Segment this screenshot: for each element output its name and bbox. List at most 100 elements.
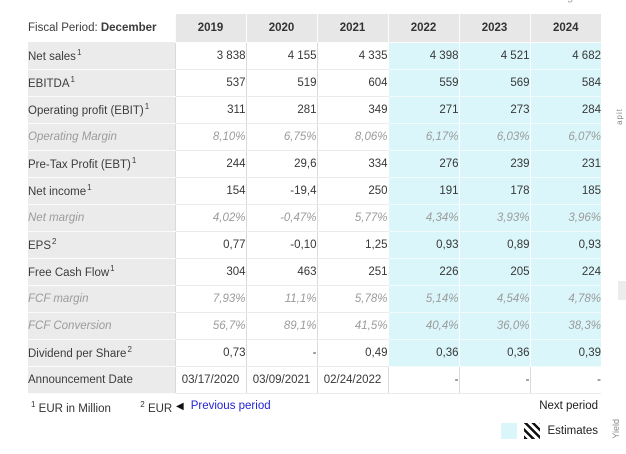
cell-2020: 03/09/2021 xyxy=(245,366,317,394)
cell-2020: -19,4 xyxy=(245,177,317,205)
cell-2021: 41,5% xyxy=(316,312,388,340)
year-column-header: 2024 xyxy=(529,14,601,43)
cell-2022: 559 xyxy=(387,69,459,97)
cell-2023: 205 xyxy=(458,258,530,286)
table-row: Dividend per Share2 0,73-0,49 0,36 0,36 0,39 xyxy=(28,339,601,367)
cell-2022: 271 xyxy=(387,96,459,124)
cell-2021: 1,25 xyxy=(316,231,388,259)
cell-2019: 7,93% xyxy=(174,285,246,313)
cell-2019: 03/17/2020 xyxy=(174,366,246,394)
cell-2021: 250 xyxy=(316,177,388,205)
financials-table: Fiscal Period: December 2019 2020 2021 2022… xyxy=(28,14,601,394)
cell-2019: 56,7% xyxy=(174,312,246,340)
footnote-ref: 1 xyxy=(144,102,150,112)
cell-2019: 311 xyxy=(174,96,246,124)
cell-2020: 29,6 xyxy=(245,150,317,178)
row-label: EBITDA1 xyxy=(28,69,175,97)
row-label: EPS2 xyxy=(28,231,175,259)
cell-2019: 0,77 xyxy=(174,231,246,259)
cell-2023: 0,36 xyxy=(458,339,530,367)
watermark-attribution: ©marketscreener.com S&P Global Market In… xyxy=(307,0,600,3)
row-label: Announcement Date xyxy=(28,366,175,394)
table-row: EBITDA1 537 519 604 559 569 584 xyxy=(28,69,601,97)
footnote-1-marker: 1 xyxy=(31,400,36,409)
cell-2024: 4 682 xyxy=(529,42,601,70)
cell-2024: 584 xyxy=(529,69,601,97)
cell-2023: 36,0% xyxy=(458,312,530,340)
cell-2019: 8,10% xyxy=(174,123,246,151)
cell-2023: - xyxy=(458,366,530,394)
cell-2020: -0,47% xyxy=(245,204,317,232)
cell-2022: 0,36 xyxy=(387,339,459,367)
cell-2024: 224 xyxy=(529,258,601,286)
table-row: Net income1 154 -19,4 250 191 178 185 xyxy=(28,177,601,205)
table-row: EPS2 0,77 -0,10 1,25 0,93 0,89 0,93 xyxy=(28,231,601,259)
cell-2021: 349 xyxy=(316,96,388,124)
cell-2022: 4 398 xyxy=(387,42,459,70)
cell-2020: - xyxy=(245,339,317,367)
fiscal-period-month: December xyxy=(100,22,157,34)
row-label: Net income1 xyxy=(28,177,175,205)
row-label: Free Cash Flow1 xyxy=(28,258,175,286)
cell-2021: 251 xyxy=(316,258,388,286)
cell-2020: 4 155 xyxy=(245,42,317,70)
table-row: Operating Margin 8,10% 6,75% 8,06% 6,17% 6,03… xyxy=(28,123,601,151)
cell-2024: 0,93 xyxy=(529,231,601,259)
cell-2023: 273 xyxy=(458,96,530,124)
cell-2022: 226 xyxy=(387,258,459,286)
cell-2019: 3 838 xyxy=(174,42,246,70)
cell-2019: 244 xyxy=(174,150,246,178)
row-label: Net margin xyxy=(28,204,175,232)
row-label: FCF margin xyxy=(28,285,175,313)
cell-2024: 3,96% xyxy=(529,204,601,232)
cell-2022: 191 xyxy=(387,177,459,205)
previous-triangle-icon: ◀ xyxy=(176,401,184,412)
table-row: Net margin 4,02% -0,47% 5,77% 4,34% 3,93% 3,96… xyxy=(28,204,601,232)
footnote-2-text: EUR xyxy=(147,402,173,415)
cell-2022: 6,17% xyxy=(387,123,459,151)
row-label: Dividend per Share2 xyxy=(28,339,175,367)
fiscal-period-header: Fiscal Period: December xyxy=(28,14,175,42)
cell-2023: 239 xyxy=(458,150,530,178)
cell-2021: 604 xyxy=(316,69,388,97)
cell-2024: 4,78% xyxy=(529,285,601,313)
row-label: FCF Conversion xyxy=(28,312,175,340)
year-column-header: 2020 xyxy=(245,14,317,43)
table-row: Operating profit (EBIT)1 311 281 349 271 273 2… xyxy=(28,96,601,124)
cell-2023: 4 521 xyxy=(458,42,530,70)
cell-2019: 537 xyxy=(174,69,246,97)
cell-2021: 8,06% xyxy=(316,123,388,151)
estimates-color-swatch xyxy=(500,423,517,439)
next-period-link[interactable]: Next period xyxy=(539,400,598,412)
estimates-hatch-swatch xyxy=(523,423,540,439)
cell-2024: 6,07% xyxy=(529,123,601,151)
table-body: Net sales1 3 838 4 155 4 335 4 398 4 521 4 682… xyxy=(28,42,601,394)
cell-2021: 4 335 xyxy=(316,42,388,70)
cell-2023: 569 xyxy=(458,69,530,97)
cell-2019: 304 xyxy=(174,258,246,286)
table-row: FCF Conversion 56,7% 89,1% 41,5% 40,4% 36,0% 3… xyxy=(28,312,601,340)
cell-2023: 6,03% xyxy=(458,123,530,151)
cell-2020: 6,75% xyxy=(245,123,317,151)
footnote-ref: 1 xyxy=(131,156,137,166)
cell-2021: 02/24/2022 xyxy=(316,366,388,394)
cell-2021: 5,77% xyxy=(316,204,388,232)
footnote-ref: 1 xyxy=(87,183,92,193)
clipped-gray-rect-fragment xyxy=(618,281,626,300)
previous-period-link[interactable]: ◀ Previous period xyxy=(176,400,271,412)
table-row: Pre-Tax Profit (EBT)1 244 29,6 334 276 239 231 xyxy=(28,150,601,178)
cell-2024: 0,39 xyxy=(529,339,601,367)
cell-2022: 5,14% xyxy=(387,285,459,313)
table-header: Fiscal Period: December 2019 2020 2021 2022… xyxy=(28,14,601,43)
cell-2020: 463 xyxy=(245,258,317,286)
footnote-ref: 1 xyxy=(110,264,115,274)
cell-2019: 154 xyxy=(174,177,246,205)
cell-2024: 185 xyxy=(529,177,601,205)
cell-2024: - xyxy=(529,366,601,394)
cell-2022: 0,93 xyxy=(387,231,459,259)
table-row: FCF margin 7,93% 11,1% 5,78% 5,14% 4,54% 4,78% xyxy=(28,285,601,313)
cell-2020: 281 xyxy=(245,96,317,124)
cell-2019: 0,73 xyxy=(174,339,246,367)
cell-2020: 89,1% xyxy=(245,312,317,340)
